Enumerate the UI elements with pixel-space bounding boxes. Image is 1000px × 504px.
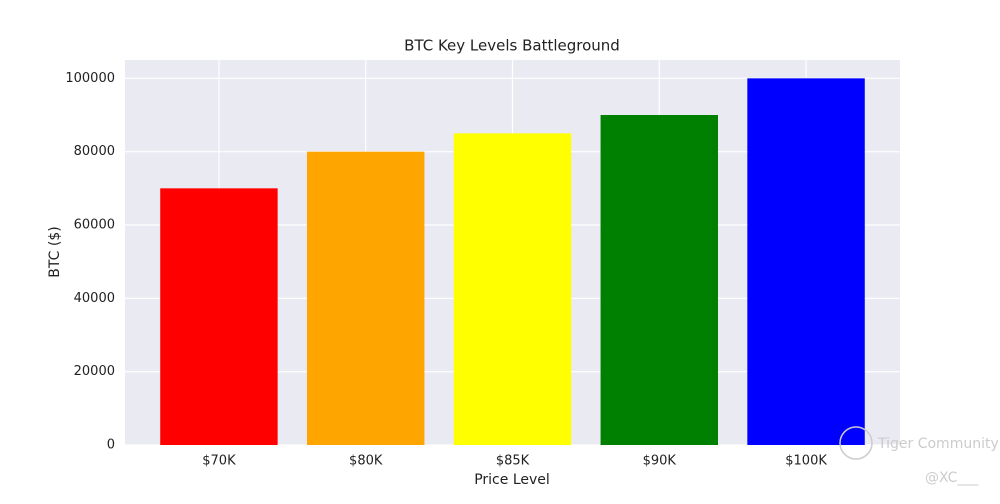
x-axis-label: Price Level — [474, 472, 550, 488]
x-tick-label: $70K — [202, 454, 236, 469]
y-tick-label: 40000 — [74, 291, 115, 306]
y-tick-label: 0 — [107, 438, 115, 453]
chart-title: BTC Key Levels Battleground — [404, 37, 620, 55]
y-tick-label: 80000 — [74, 144, 115, 159]
bar — [600, 115, 718, 445]
y-tick-label: 100000 — [65, 71, 115, 86]
y-tick-label: 60000 — [74, 218, 115, 233]
marks — [160, 78, 865, 446]
watermark-handle: @XC___ — [925, 470, 979, 486]
bar — [747, 78, 865, 445]
watermark: Tiger Community — [877, 436, 999, 452]
x-tick-label: $80K — [349, 454, 383, 469]
x-tick-label: $85K — [496, 454, 530, 469]
bar — [453, 133, 572, 446]
x-tick-label: $100K — [785, 454, 827, 469]
y-axis-label: BTC ($) — [47, 226, 63, 277]
bar — [160, 188, 278, 446]
bar — [307, 151, 425, 445]
y-tick-label: 20000 — [74, 364, 115, 379]
x-tick-label: $90K — [643, 454, 677, 469]
watermark-logo — [839, 426, 873, 460]
